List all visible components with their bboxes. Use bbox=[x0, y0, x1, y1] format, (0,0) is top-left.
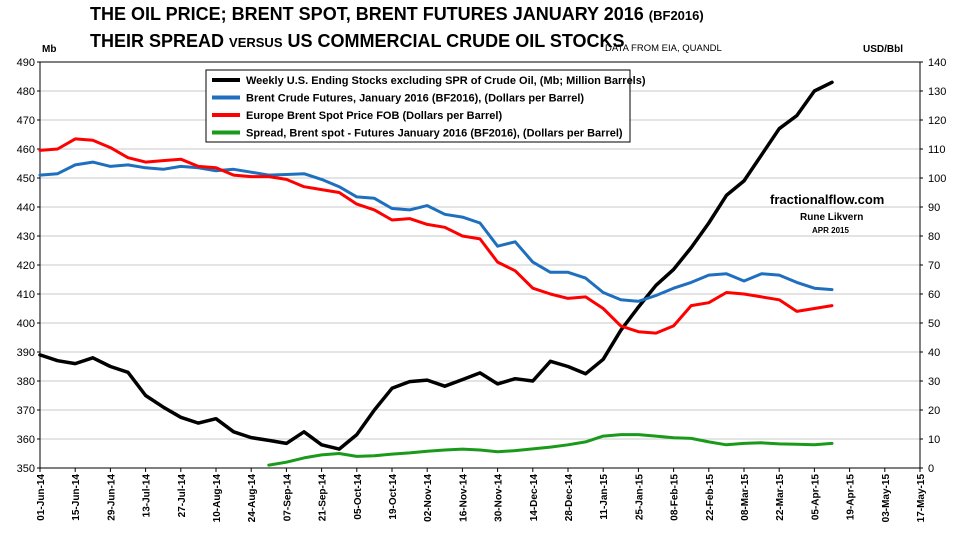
x-tick-label: 11-Jan-15 bbox=[599, 474, 610, 520]
source-note: DATA FROM EIA, QUANDL bbox=[605, 43, 722, 54]
x-tick-label: 15-Jun-14 bbox=[71, 474, 82, 521]
y-right-tick-label: 10 bbox=[928, 434, 940, 446]
x-tick-label: 22-Feb-15 bbox=[705, 474, 716, 521]
title-versus: VERSUS bbox=[229, 35, 283, 50]
legend: Weekly U.S. Ending Stocks excluding SPR … bbox=[205, 69, 646, 143]
series-spot-line bbox=[38, 137, 834, 335]
y-right-tick-label: 100 bbox=[928, 173, 946, 185]
series-spread-line bbox=[267, 433, 834, 467]
legend-label-spread: Spread, Brent spot - Futures January 201… bbox=[246, 128, 623, 140]
x-tick-label: 25-Jan-15 bbox=[634, 474, 645, 521]
y-right-tick-label: 30 bbox=[928, 376, 940, 388]
x-tick-label: 01-Jun-14 bbox=[36, 474, 47, 521]
y-left-tick-label: 450 bbox=[17, 173, 35, 185]
x-tick-label: 10-Aug-14 bbox=[212, 474, 223, 523]
x-tick-label: 29-Jun-14 bbox=[106, 474, 117, 521]
y-right-tick-label: 140 bbox=[928, 57, 946, 69]
y-left-tick-label: 360 bbox=[17, 434, 35, 446]
title-small-code: (BF2016) bbox=[648, 8, 704, 23]
x-tick-label: 17-May-15 bbox=[916, 474, 927, 523]
y-left-tick-label: 380 bbox=[17, 376, 35, 388]
y-right-tick-label: 40 bbox=[928, 347, 940, 359]
y-right-tick-label: 90 bbox=[928, 202, 940, 214]
y-right-tick-label: 120 bbox=[928, 115, 946, 127]
y-right-tick-label: 110 bbox=[928, 144, 946, 156]
title-main: THE OIL PRICE; BRENT SPOT, BRENT FUTURES… bbox=[90, 4, 644, 24]
x-tick-label: 24-Aug-14 bbox=[247, 474, 258, 523]
y-left-tick-label: 490 bbox=[17, 57, 35, 69]
chart-title-line-2: THEIR SPREAD VERSUS US COMMERCIAL CRUDE … bbox=[90, 31, 625, 52]
x-tick-label: 07-Sep-14 bbox=[282, 474, 293, 522]
title-part-a: THEIR SPREAD bbox=[90, 31, 225, 51]
y-left-tick-label: 350 bbox=[17, 463, 35, 475]
y-left-tick-label: 390 bbox=[17, 347, 35, 359]
y-left-tick-label: 470 bbox=[17, 115, 35, 127]
x-tick-label: 02-Nov-14 bbox=[423, 474, 434, 522]
y-right-tick-label: 0 bbox=[928, 463, 934, 475]
y-left-tick-label: 480 bbox=[17, 86, 35, 98]
axis-layer: 3503603703803904004104204304404504604704… bbox=[17, 57, 947, 522]
x-tick-label: 21-Sep-14 bbox=[318, 474, 329, 522]
x-tick-label: 13-Jul-14 bbox=[142, 474, 153, 518]
x-tick-label: 08-Mar-15 bbox=[740, 474, 751, 521]
y-left-tick-label: 420 bbox=[17, 260, 35, 272]
title-part-b: US COMMERCIAL CRUDE OIL STOCKS bbox=[287, 31, 625, 51]
x-tick-label: 19-Oct-14 bbox=[388, 474, 399, 520]
x-tick-label: 03-May-15 bbox=[881, 474, 892, 523]
y-left-tick-label: 430 bbox=[17, 231, 35, 243]
y-right-tick-label: 50 bbox=[928, 318, 940, 330]
x-tick-label: 30-Nov-14 bbox=[494, 474, 505, 522]
y-left-tick-label: 370 bbox=[17, 405, 35, 417]
series-futures-line bbox=[38, 160, 834, 303]
x-tick-label: 14-Dec-14 bbox=[529, 474, 540, 522]
x-tick-label: 27-Jul-14 bbox=[177, 474, 188, 518]
x-tick-label: 28-Dec-14 bbox=[564, 474, 575, 522]
y-left-tick-label: 410 bbox=[17, 289, 35, 301]
credit-author: Rune Likvern bbox=[800, 212, 864, 223]
series-layer bbox=[38, 80, 834, 467]
right-axis-unit: USD/Bbl bbox=[863, 44, 903, 55]
x-tick-label: 08-Feb-15 bbox=[670, 474, 681, 521]
legend-label-stocks: Weekly U.S. Ending Stocks excluding SPR … bbox=[246, 75, 646, 87]
y-left-tick-label: 400 bbox=[17, 318, 35, 330]
y-right-tick-label: 130 bbox=[928, 86, 946, 98]
credit-date: APR 2015 bbox=[812, 226, 849, 235]
left-axis-unit: Mb bbox=[42, 44, 57, 55]
y-left-tick-label: 440 bbox=[17, 202, 35, 214]
legend-box bbox=[205, 69, 631, 143]
y-right-tick-label: 20 bbox=[928, 405, 940, 417]
y-left-tick-label: 460 bbox=[17, 144, 35, 156]
x-tick-label: 22-Mar-15 bbox=[775, 474, 786, 521]
y-right-tick-label: 80 bbox=[928, 231, 940, 243]
legend-label-futures: Brent Crude Futures, January 2016 (BF201… bbox=[246, 93, 584, 105]
x-tick-label: 16-Nov-14 bbox=[458, 474, 469, 522]
x-tick-label: 05-Apr-15 bbox=[810, 474, 821, 521]
x-tick-label: 05-Oct-14 bbox=[353, 474, 364, 520]
series-stocks-line bbox=[38, 80, 834, 451]
x-tick-label: 19-Apr-15 bbox=[846, 474, 857, 521]
legend-label-spot: Europe Brent Spot Price FOB (Dollars per… bbox=[246, 110, 502, 122]
chart-title-line-1: THE OIL PRICE; BRENT SPOT, BRENT FUTURES… bbox=[90, 4, 704, 25]
credit-site: fractionalflow.com bbox=[770, 192, 885, 207]
y-right-tick-label: 70 bbox=[928, 260, 940, 272]
y-right-tick-label: 60 bbox=[928, 289, 940, 301]
